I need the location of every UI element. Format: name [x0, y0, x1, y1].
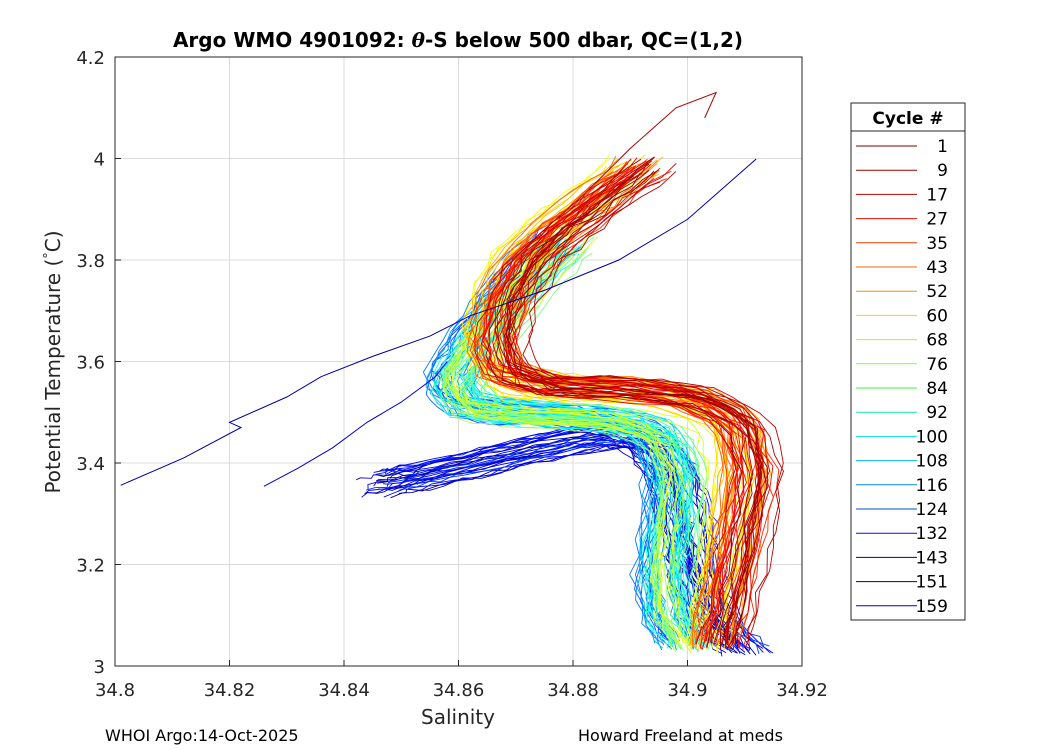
- legend-label-132: 132: [916, 524, 948, 544]
- x-tick-label: 34.88: [547, 680, 599, 701]
- y-tick-label: 3.8: [76, 251, 105, 272]
- y-tick-label: 4: [94, 150, 105, 171]
- legend-label-35: 35: [926, 234, 948, 254]
- x-axis-ticks: 34.8 34.82 34.84 34.86 34.88 34.9 34.92: [95, 660, 828, 701]
- profile-cycle-163: [494, 173, 753, 650]
- legend-label-116: 116: [916, 476, 948, 496]
- legend-label-124: 124: [916, 500, 948, 520]
- legend-label-27: 27: [926, 210, 948, 230]
- legend-label-159: 159: [916, 597, 948, 617]
- profile-cycle-97: [487, 236, 722, 645]
- legend-label-143: 143: [916, 548, 948, 568]
- profile-cycle-161: [507, 169, 768, 648]
- legend-label-1: 1: [937, 137, 948, 157]
- profile-cycle-159: [496, 158, 754, 644]
- y-tick-label: 4.2: [76, 48, 105, 69]
- profile-outlier-cycle-5: [120, 158, 757, 486]
- legend-label-108: 108: [916, 452, 948, 472]
- y-axis-ticks: 3 3.2 3.4 3.6 3.8 4 4.2: [76, 48, 121, 678]
- profile-cycle-21: [373, 421, 739, 649]
- legend-label-52: 52: [926, 282, 948, 302]
- legend-label-17: 17: [926, 185, 948, 205]
- x-tick-label: 34.84: [318, 680, 370, 701]
- profile-outlier-cycle-12: [263, 361, 448, 487]
- profile-cycle-164: [503, 170, 760, 649]
- profile-cycle-132: [492, 175, 751, 647]
- legend-label-151: 151: [916, 573, 948, 593]
- footer-credit-right: Howard Freeland at meds: [578, 726, 783, 745]
- profile-outlier-cycle-158: [492, 91, 718, 281]
- profile-cycle-165: [485, 175, 743, 648]
- x-tick-label: 34.9: [667, 680, 707, 701]
- x-tick-label: 34.92: [776, 680, 828, 701]
- legend-label-43: 43: [926, 258, 948, 278]
- profile-lines: [120, 91, 784, 657]
- profile-cycle-111: [479, 178, 735, 653]
- profile-cycle-133: [482, 165, 744, 646]
- legend-label-84: 84: [926, 379, 948, 399]
- profile-cycle-130: [466, 170, 724, 649]
- profile-cycle-98: [464, 246, 694, 651]
- legend-label-60: 60: [926, 306, 948, 326]
- x-axis-label: Salinity: [421, 705, 495, 729]
- profile-cycle-154: [528, 162, 784, 647]
- legend-box: [850, 102, 966, 621]
- y-tick-label: 3.2: [76, 556, 105, 577]
- chart-title: Argo WMO 4901092: θ-S below 500 dbar, QC…: [173, 28, 743, 52]
- profile-cycle-23: [384, 423, 742, 645]
- y-tick-label: 3: [94, 657, 105, 678]
- legend: Cycle # 19172735435260687684921001081161…: [850, 102, 966, 621]
- profile-cycle-73: [430, 248, 669, 647]
- profile-cycle-162: [506, 170, 769, 645]
- y-tick-label: 3.4: [76, 454, 105, 475]
- profile-cycle-135: [469, 171, 729, 646]
- profile-cycle-112: [499, 178, 756, 651]
- footer-credit-left: WHOI Argo:14-Oct-2025: [105, 726, 299, 745]
- profile-cycle-109: [460, 165, 718, 647]
- x-tick-label: 34.86: [433, 680, 485, 701]
- legend-label-100: 100: [916, 427, 948, 447]
- legend-entries: 1 9 17 27 35 43 52 60 68 76 84 92 100 108 116 124 132 143…: [856, 137, 948, 617]
- profile-cycle-153: [506, 181, 764, 651]
- y-axis-label: Potential Temperature (°C): [41, 230, 65, 493]
- legend-label-76: 76: [926, 355, 948, 375]
- legend-label-68: 68: [926, 331, 948, 351]
- x-tick-label: 34.82: [204, 680, 256, 701]
- y-tick-label: 3.6: [76, 353, 105, 374]
- x-tick-label: 34.8: [95, 680, 135, 701]
- legend-title: Cycle #: [872, 109, 943, 129]
- legend-label-9: 9: [937, 161, 948, 181]
- legend-label-92: 92: [926, 403, 948, 423]
- profile-cycle-157: [505, 161, 763, 644]
